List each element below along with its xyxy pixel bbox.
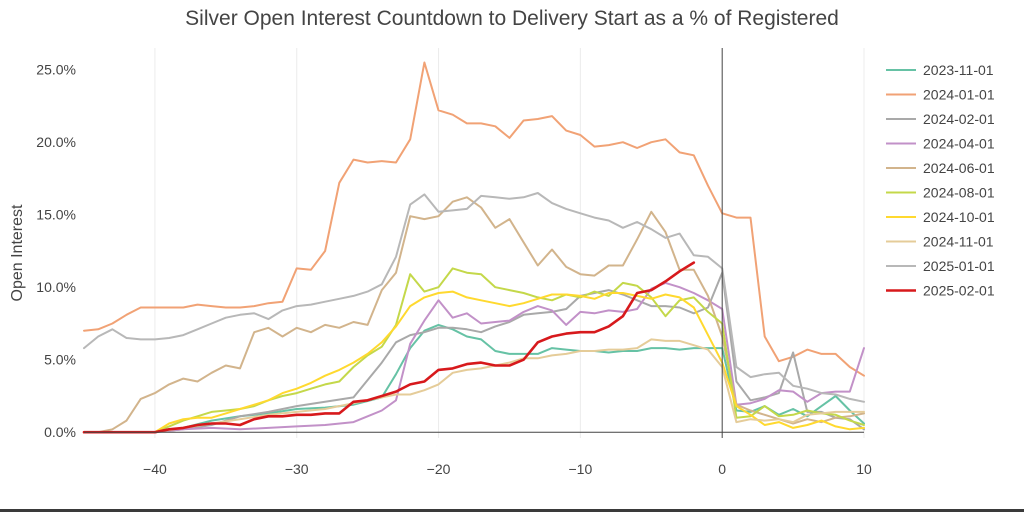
x-tick-label: −20 — [427, 461, 451, 477]
series-line-2024-02-01 — [83, 271, 865, 434]
plot-lines — [82, 61, 865, 434]
x-tick-label: 0 — [718, 461, 726, 477]
series-line-2025-02-01 — [82, 261, 696, 434]
legend-label: 2024-01-01 — [923, 87, 995, 103]
gridlines — [154, 48, 865, 438]
series-line-2024-04-01 — [83, 281, 865, 434]
y-tick-label: 15.0% — [36, 207, 76, 223]
y-tick-label: 5.0% — [44, 352, 76, 368]
legend-label: 2025-02-01 — [923, 283, 995, 299]
legend: 2023-11-01 2024-01-01 2024-02-01 2024-04-01… — [886, 62, 995, 299]
y-tick-label: 20.0% — [36, 134, 76, 150]
legend-label: 2023-11-01 — [923, 62, 994, 78]
x-axis-ticks: −40 −30 −20 −10 0 10 — [143, 461, 872, 477]
legend-label: 2024-10-01 — [923, 209, 995, 225]
legend-label: 2024-08-01 — [923, 185, 995, 201]
series-line-2024-08-01 — [83, 267, 865, 434]
y-tick-label: 25.0% — [36, 62, 76, 78]
legend-label: 2024-11-01 — [923, 234, 994, 250]
x-tick-label: −30 — [285, 461, 309, 477]
x-tick-label: 10 — [856, 461, 872, 477]
chart-title: Silver Open Interest Countdown to Delive… — [185, 7, 839, 30]
series-line-2024-11-01 — [83, 338, 865, 434]
x-tick-label: −10 — [568, 461, 592, 477]
legend-label: 2024-04-01 — [923, 136, 995, 152]
legend-label: 2024-06-01 — [923, 160, 995, 176]
y-axis-label: Open Interest — [9, 204, 26, 302]
series-line-2025-01-01 — [83, 192, 865, 403]
axes — [84, 48, 864, 438]
bottom-border — [0, 509, 1024, 512]
series-line-2024-10-01 — [83, 290, 865, 434]
y-tick-label: 10.0% — [36, 279, 76, 295]
y-axis-ticks: 0.0% 5.0% 10.0% 15.0% 20.0% 25.0% — [36, 62, 76, 440]
x-tick-label: −40 — [143, 461, 167, 477]
series-line-2024-01-01 — [83, 61, 865, 377]
legend-label: 2025-01-01 — [923, 258, 995, 274]
y-tick-label: 0.0% — [44, 424, 76, 440]
legend-label: 2024-02-01 — [923, 111, 995, 127]
